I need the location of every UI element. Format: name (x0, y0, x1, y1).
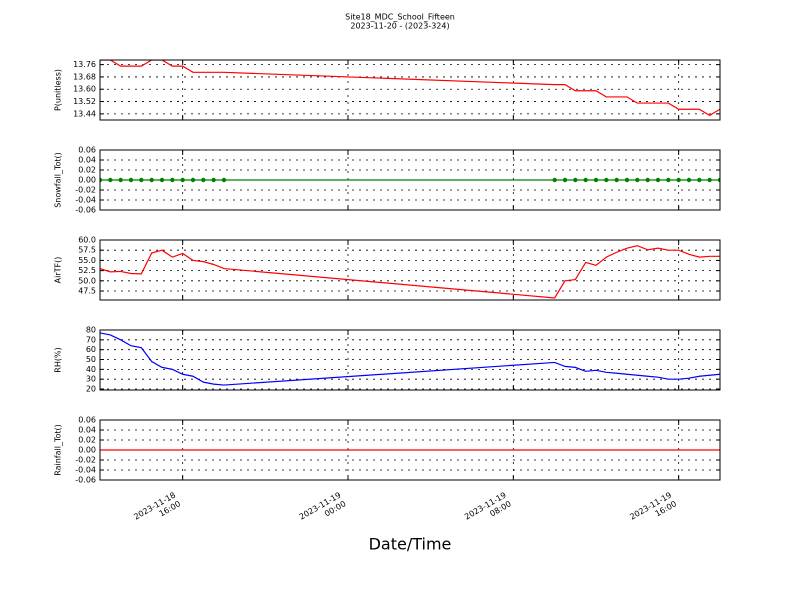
y-tick-label: 0.00 (78, 446, 96, 455)
y-axis-label: Rainfall_Tot() (54, 424, 63, 476)
y-tick-label: 47.5 (78, 287, 96, 296)
y-tick-label: 0.02 (78, 436, 96, 445)
data-point (686, 177, 692, 183)
data-point (159, 177, 165, 183)
x-tick-label: 2023-11-1916:00 (628, 490, 678, 530)
axes-frame (99, 419, 721, 481)
data-point (655, 177, 661, 183)
plot-area (100, 245, 720, 299)
y-tick-label: 13.68 (73, 72, 96, 81)
data-point (190, 177, 196, 183)
y-tick-label: -0.04 (75, 466, 96, 475)
data-point (180, 177, 185, 183)
data-point (635, 177, 640, 183)
chart-subtitle: 2023-11-20 - (2023-324) (350, 22, 449, 31)
y-tick-label: 60.0 (78, 236, 96, 245)
y-tick-label: 60 (86, 345, 96, 354)
data-point (614, 177, 619, 183)
y-tick-label: 13.76 (73, 60, 96, 69)
data-point (604, 177, 609, 183)
y-tick-label: 20 (86, 385, 96, 394)
plot-area (100, 60, 720, 117)
y-tick-label: 0.06 (78, 416, 96, 425)
y-tick-label: 55.0 (78, 256, 96, 265)
y-tick-label: -0.06 (75, 206, 96, 215)
y-tick-label: 40 (86, 365, 96, 374)
axes-frame (99, 329, 721, 391)
y-axis-label: Snowfall_Tot() (54, 152, 63, 208)
data-point (583, 177, 588, 183)
data-point (211, 177, 216, 183)
plot-area (100, 177, 720, 183)
y-tick-label: 0.00 (78, 176, 96, 185)
data-point (666, 177, 671, 183)
y-tick-label: 80 (86, 326, 96, 335)
data-point (108, 177, 113, 183)
data-point (118, 177, 123, 183)
y-tick-label: -0.06 (75, 476, 96, 485)
y-tick-label: 13.52 (73, 97, 96, 106)
y-tick-label: 50.0 (78, 276, 96, 285)
data-line (100, 245, 720, 299)
data-point (552, 177, 557, 183)
y-tick-label: 70 (86, 335, 96, 344)
y-tick-label: 0.06 (78, 146, 96, 155)
x-tick-label: 2023-11-1900:00 (297, 490, 347, 530)
y-tick-label: 30 (86, 375, 96, 384)
y-tick-label: 13.60 (73, 85, 96, 94)
data-point (201, 177, 206, 183)
x-tick-label: 2023-11-1908:00 (463, 490, 513, 530)
data-point (676, 177, 681, 183)
axes-frame (99, 59, 721, 121)
y-tick-label: 13.44 (73, 109, 96, 118)
x-axis-label: Date/Time (369, 535, 452, 554)
data-point (221, 177, 227, 183)
axes-frame (99, 149, 721, 211)
data-line (100, 332, 720, 386)
data-point (624, 177, 630, 183)
data-point (149, 177, 154, 183)
y-tick-label: 57.5 (78, 246, 96, 255)
y-tick-label: 0.04 (78, 156, 96, 165)
data-line (100, 60, 720, 117)
data-point (128, 177, 134, 183)
plot-area (100, 332, 720, 386)
y-axis-label: RH(%) (54, 347, 63, 372)
y-tick-label: -0.02 (75, 456, 96, 465)
data-point (697, 177, 702, 183)
data-point (645, 177, 650, 183)
y-tick-label: -0.02 (75, 186, 96, 195)
y-tick-label: 52.5 (78, 266, 96, 275)
data-point (562, 177, 568, 183)
data-point (593, 177, 599, 183)
data-point (139, 177, 144, 183)
y-tick-label: -0.04 (75, 196, 96, 205)
data-point (717, 177, 720, 183)
y-axis-label: P(unitless) (54, 69, 63, 111)
data-point (707, 177, 712, 183)
y-tick-label: 0.04 (78, 426, 96, 435)
y-axis-label: AirTF() (54, 257, 63, 284)
y-tick-label: 0.02 (78, 166, 96, 175)
data-point (170, 177, 175, 183)
y-tick-label: 50 (86, 355, 96, 364)
data-point (100, 177, 103, 183)
chart-title: Site18_MDC_School_Fifteen (345, 13, 455, 22)
axes-frame (99, 239, 721, 301)
data-point (573, 177, 578, 183)
x-tick-label: 2023-11-1816:00 (132, 490, 182, 530)
